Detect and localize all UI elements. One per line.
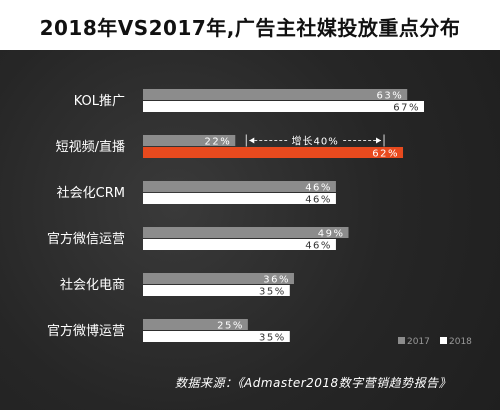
data-source-note: 数据来源：《Admaster2018数字营销趋势报告》 — [175, 376, 452, 390]
bar-2018-2 — [143, 193, 336, 204]
bar-2018-1 — [143, 147, 404, 158]
annotation-arrow-right — [376, 137, 382, 144]
legend-swatch-2017 — [398, 337, 405, 344]
title-bar — [0, 0, 500, 50]
annotation-arrow-left — [249, 137, 255, 144]
category-label: 官方微信运营 — [47, 231, 125, 247]
bar-2017-3 — [143, 227, 349, 238]
growth-annotation: 增长40% — [292, 135, 339, 148]
category-label: 社会化电商 — [60, 277, 125, 293]
bar-2018-0 — [143, 101, 424, 112]
bar-2017-2 — [143, 181, 336, 192]
bar-value-label: 35% — [259, 333, 286, 344]
bar-value-label: 63% — [376, 91, 403, 102]
bar-value-label: 36% — [263, 275, 290, 286]
legend-label: 2018 — [449, 337, 472, 347]
bar-2018-4 — [143, 285, 290, 296]
bar-2017-5 — [143, 319, 248, 330]
bar-value-label: 46% — [305, 195, 332, 206]
bar-2018-3 — [143, 239, 336, 250]
bar-value-label: 35% — [259, 287, 286, 298]
bar-value-label: 46% — [305, 241, 332, 252]
legend-label: 2017 — [407, 337, 430, 347]
bar-2017-1 — [143, 135, 236, 146]
category-label: KOL推广 — [74, 94, 125, 109]
bar-value-label: 22% — [205, 137, 232, 148]
bar-2018-5 — [143, 331, 290, 342]
bar-2017-0 — [143, 89, 408, 100]
chart-title: 2018年VS2017年,广告主社媒投放重点分布 — [39, 16, 461, 40]
bar-value-label: 62% — [372, 149, 399, 160]
legend-swatch-2018 — [440, 337, 447, 344]
bar-value-label: 46% — [305, 183, 332, 194]
category-label: 官方微博运营 — [47, 323, 125, 339]
category-label: 短视频/直播 — [56, 140, 125, 155]
bar-value-label: 25% — [217, 321, 244, 332]
bar-2017-4 — [143, 273, 294, 284]
bar-value-label: 67% — [393, 103, 420, 114]
bar-value-label: 49% — [318, 229, 345, 240]
category-label: 社会化CRM — [57, 185, 125, 201]
